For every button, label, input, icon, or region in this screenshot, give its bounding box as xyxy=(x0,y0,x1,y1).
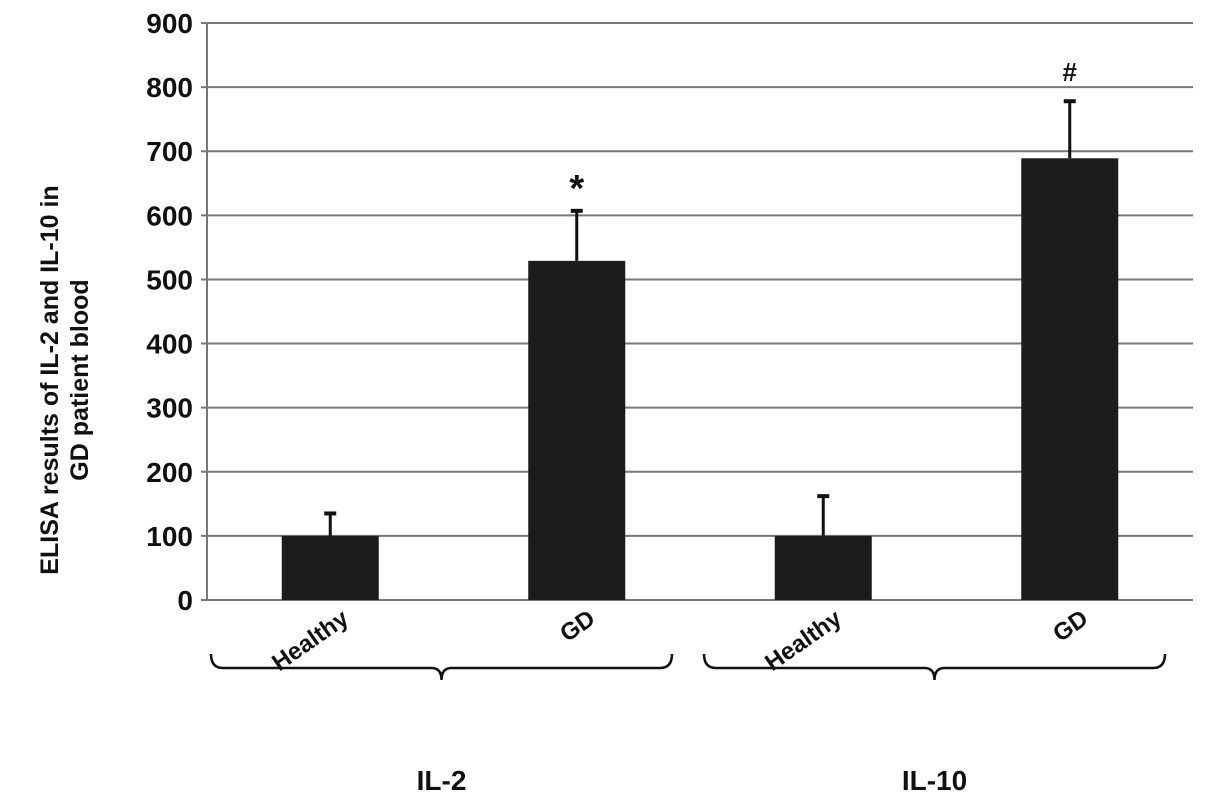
x-tick-label: GD xyxy=(1048,605,1093,648)
y-axis-label-line-1: ELISA results of IL-2 and IL-10 in xyxy=(36,185,64,574)
y-tick-label: 800 xyxy=(146,72,193,103)
y-tick-label: 500 xyxy=(146,264,193,295)
group-bracket xyxy=(209,653,674,681)
y-axis-label: ELISA results of IL-2 and IL-10 in GD pa… xyxy=(36,185,94,574)
x-tick-label: Healthy xyxy=(267,604,354,676)
bar xyxy=(1021,158,1119,600)
y-tick-label: 900 xyxy=(146,8,193,39)
significance-marker: * xyxy=(569,168,584,210)
group-label: IL-10 xyxy=(902,765,967,796)
y-tick-label: 300 xyxy=(146,393,193,424)
x-tick-label: Healthy xyxy=(760,604,847,676)
bar xyxy=(281,535,379,600)
x-tick-label: GD xyxy=(555,605,600,648)
y-tick-label: 100 xyxy=(146,521,193,552)
bar xyxy=(528,260,626,600)
y-tick-label: 200 xyxy=(146,457,193,488)
group-bracket xyxy=(702,653,1167,681)
y-axis-label-line-2: GD patient blood xyxy=(66,279,94,480)
significance-marker: # xyxy=(1063,57,1078,87)
y-tick-label: 600 xyxy=(146,200,193,231)
y-tick-label: 400 xyxy=(146,329,193,360)
y-tick-label: 700 xyxy=(146,136,193,167)
y-tick-label: 0 xyxy=(177,585,193,616)
bar xyxy=(774,535,872,600)
group-label: IL-2 xyxy=(417,765,467,796)
